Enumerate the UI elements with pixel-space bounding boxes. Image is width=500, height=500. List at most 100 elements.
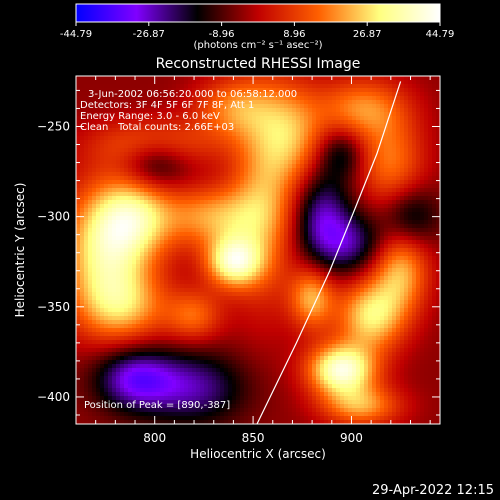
heatmap-cell <box>152 96 156 100</box>
heatmap-cell <box>176 292 180 296</box>
heatmap-cell <box>324 80 328 84</box>
heatmap-cell <box>268 160 272 164</box>
heatmap-cell <box>156 76 160 80</box>
heatmap-cell <box>332 252 336 256</box>
heatmap-cell <box>160 268 164 272</box>
heatmap-cell <box>124 204 128 208</box>
heatmap-cell <box>264 256 268 260</box>
heatmap-cell <box>360 280 364 284</box>
heatmap-cell <box>412 236 416 240</box>
heatmap-cell <box>384 96 388 100</box>
heatmap-cell <box>208 292 212 296</box>
heatmap-cell <box>256 244 260 248</box>
heatmap-cell <box>84 248 88 252</box>
heatmap-cell <box>80 288 84 292</box>
heatmap-cell <box>412 100 416 104</box>
heatmap-cell <box>308 120 312 124</box>
heatmap-cell <box>420 160 424 164</box>
heatmap-cell <box>392 284 396 288</box>
heatmap-cell <box>152 208 156 212</box>
heatmap-cell <box>168 76 172 80</box>
heatmap-cell <box>248 172 252 176</box>
heatmap-cell <box>212 112 216 116</box>
heatmap-cell <box>328 232 332 236</box>
heatmap-cell <box>240 260 244 264</box>
heatmap-cell <box>112 144 116 148</box>
heatmap-cell <box>416 244 420 248</box>
heatmap-cell <box>228 196 232 200</box>
heatmap-cell <box>88 104 92 108</box>
heatmap-cell <box>424 104 428 108</box>
heatmap-cell <box>404 264 408 268</box>
heatmap-cell <box>244 252 248 256</box>
heatmap-cell <box>324 160 328 164</box>
heatmap-cell <box>100 264 104 268</box>
heatmap-cell <box>96 248 100 252</box>
heatmap-cell <box>208 172 212 176</box>
heatmap-cell <box>144 168 148 172</box>
heatmap-cell <box>252 148 256 152</box>
heatmap-cell <box>304 196 308 200</box>
heatmap-cell <box>224 292 228 296</box>
heatmap-cell <box>132 140 136 144</box>
heatmap-cell <box>172 276 176 280</box>
heatmap-cell <box>304 252 308 256</box>
heatmap-cell <box>436 272 440 276</box>
heatmap-cell <box>264 276 268 280</box>
heatmap-cell <box>148 220 152 224</box>
heatmap-cell <box>92 156 96 160</box>
heatmap-cell <box>348 108 352 112</box>
heatmap-cell <box>304 284 308 288</box>
heatmap-cell <box>204 236 208 240</box>
heatmap-cell <box>400 152 404 156</box>
heatmap-cell <box>256 136 260 140</box>
heatmap-cell <box>172 200 176 204</box>
heatmap-cell <box>164 244 168 248</box>
heatmap-cell <box>360 252 364 256</box>
heatmap-cell <box>144 232 148 236</box>
heatmap-cell <box>112 84 116 88</box>
heatmap-cell <box>260 176 264 180</box>
heatmap-cell <box>176 188 180 192</box>
heatmap-cell <box>320 276 324 280</box>
heatmap-cell <box>424 184 428 188</box>
heatmap-cell <box>252 196 256 200</box>
heatmap-cell <box>388 80 392 84</box>
heatmap-cell <box>80 80 84 84</box>
heatmap-cell <box>232 200 236 204</box>
heatmap-cell <box>304 96 308 100</box>
heatmap-cell <box>368 140 372 144</box>
heatmap-cell <box>432 188 436 192</box>
heatmap-cell <box>104 252 108 256</box>
heatmap-cell <box>356 288 360 292</box>
heatmap-cell <box>116 268 120 272</box>
heatmap-cell <box>328 252 332 256</box>
heatmap-cell <box>288 204 292 208</box>
heatmap-cell <box>92 92 96 96</box>
heatmap-cell <box>296 136 300 140</box>
heatmap-cell <box>224 236 228 240</box>
heatmap-cell <box>108 104 112 108</box>
heatmap-cell <box>224 148 228 152</box>
heatmap-cell <box>384 120 388 124</box>
heatmap-cell <box>248 164 252 168</box>
heatmap-cell <box>172 220 176 224</box>
heatmap-cell <box>360 276 364 280</box>
heatmap-cell <box>408 148 412 152</box>
heatmap-cell <box>228 248 232 252</box>
heatmap-cell <box>124 76 128 80</box>
heatmap-cell <box>404 132 408 136</box>
heatmap-cell <box>324 96 328 100</box>
heatmap-cell <box>432 84 436 88</box>
heatmap-cell <box>80 152 84 156</box>
heatmap-cell <box>372 288 376 292</box>
heatmap-cell <box>404 180 408 184</box>
heatmap-cell <box>236 116 240 120</box>
heatmap-cell <box>324 200 328 204</box>
heatmap-cell <box>236 280 240 284</box>
heatmap-cell <box>196 156 200 160</box>
heatmap-cell <box>372 92 376 96</box>
heatmap-cell <box>100 128 104 132</box>
heatmap-cell <box>344 232 348 236</box>
heatmap-cell <box>260 200 264 204</box>
